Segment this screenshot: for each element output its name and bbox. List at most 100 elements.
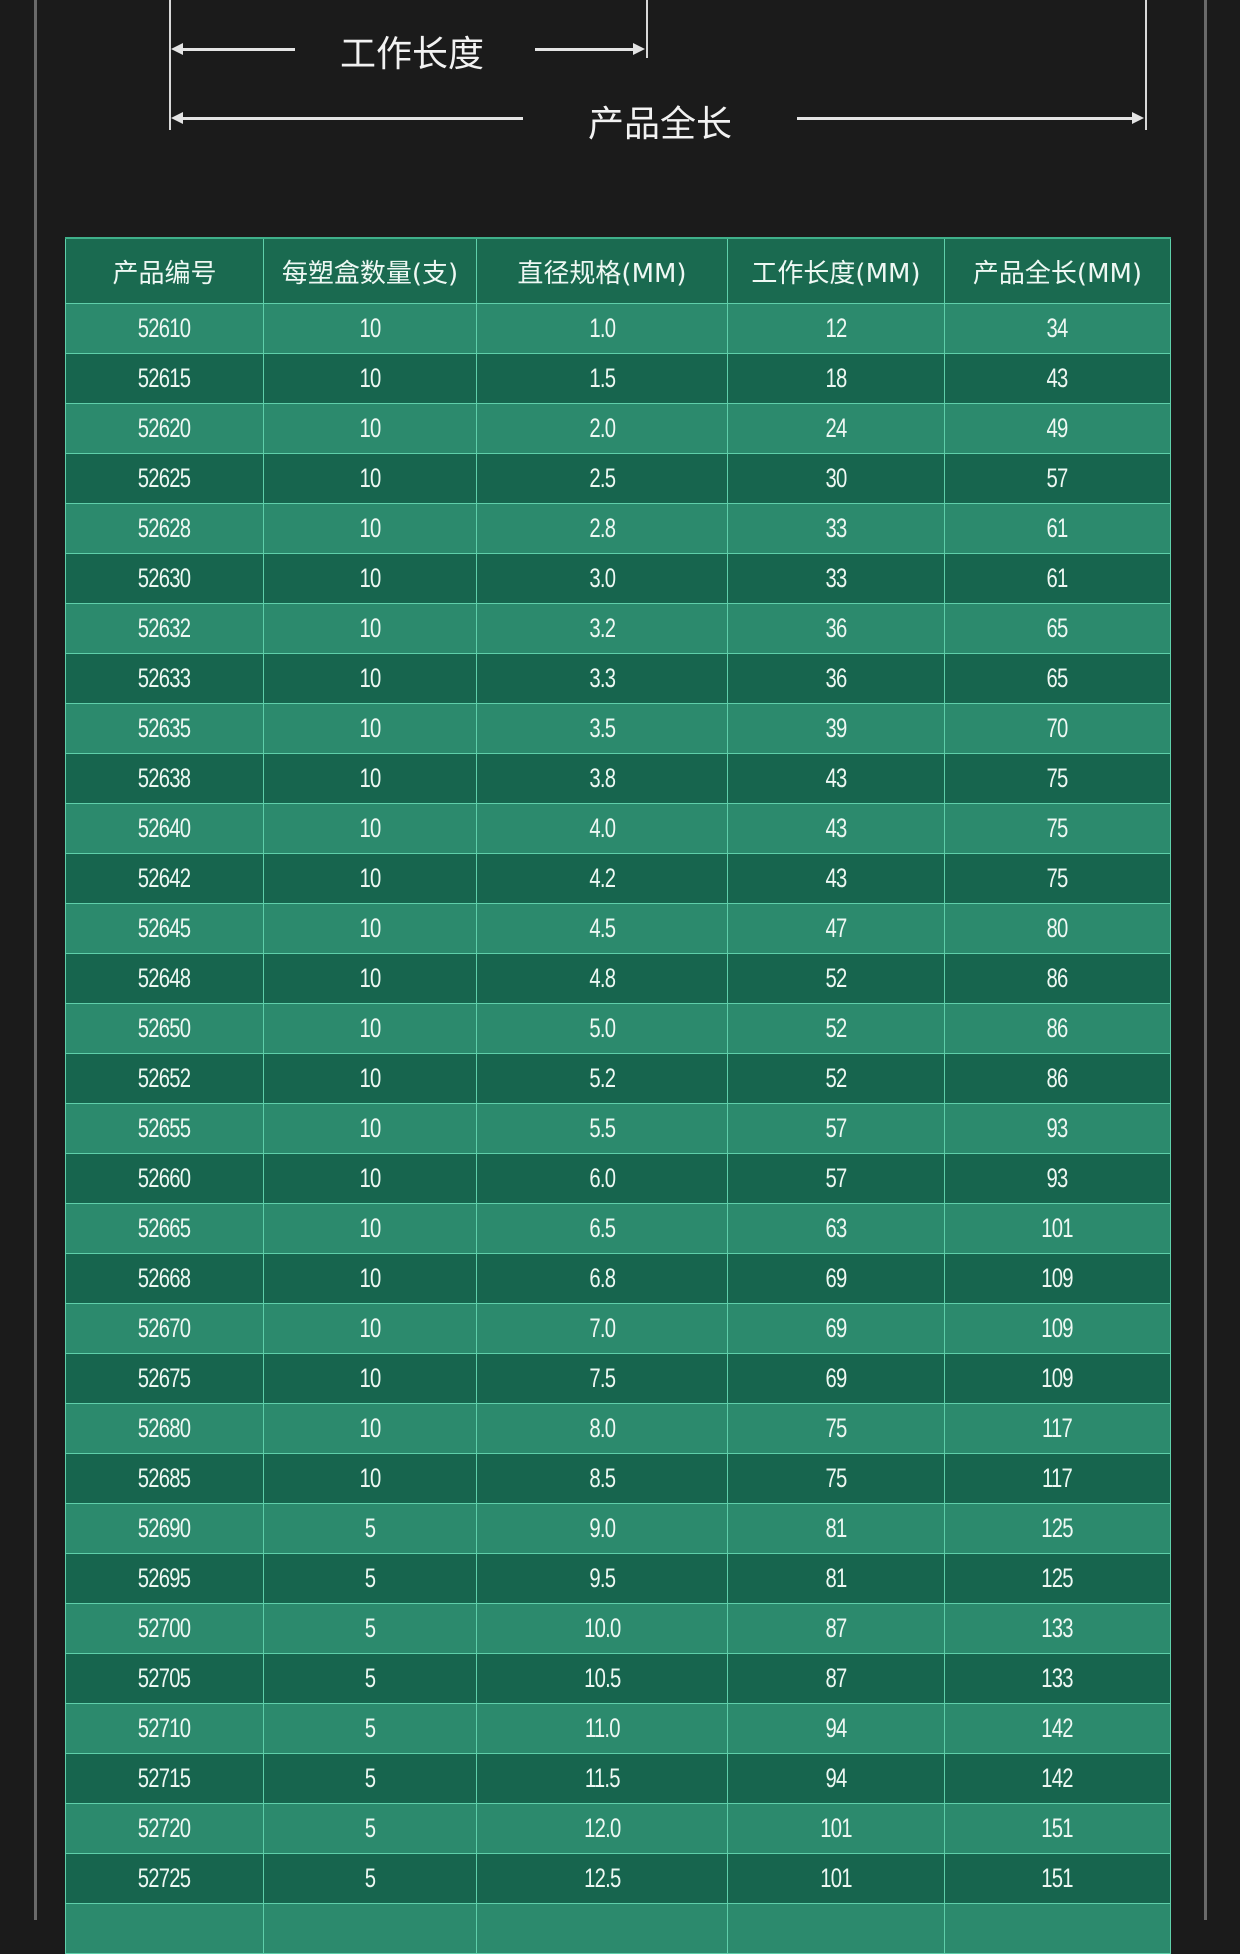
cell-value: 117	[1042, 1463, 1073, 1493]
table-row: 52668 10 6.8 69 109	[65, 1253, 1171, 1304]
table-cell: 87	[727, 1653, 945, 1704]
table-cell: 10	[263, 1453, 477, 1504]
cell-value: 10	[359, 963, 381, 993]
table-cell: 4.0	[476, 803, 728, 854]
table-row: 52645 10 4.5 47 80	[65, 903, 1171, 954]
table-cell: 86	[944, 1053, 1171, 1104]
table-cell: 6.5	[476, 1203, 728, 1254]
table-row: 52715 5 11.5 94 142	[65, 1753, 1171, 1804]
table-cell: 52628	[65, 503, 264, 554]
table-cell: 5	[263, 1603, 477, 1654]
cell-value: 52668	[138, 1263, 191, 1293]
table-cell: 52650	[65, 1003, 264, 1054]
cell-value: 10	[359, 1213, 381, 1243]
cell-value: 8.0	[589, 1413, 616, 1443]
table-cell: 52632	[65, 603, 264, 654]
cell-value: 75	[1046, 813, 1069, 843]
cell-value: 52715	[138, 1763, 191, 1793]
cell-value: 10	[359, 813, 381, 843]
cell-value: 52638	[138, 763, 191, 793]
cell-value: 94	[825, 1763, 847, 1793]
cell-value: 52610	[138, 313, 191, 343]
table-row: 52725 5 12.5 101 151	[65, 1853, 1171, 1904]
cell-value: 24	[825, 413, 847, 443]
table-cell: 10	[263, 1353, 477, 1404]
cell-value: 69	[825, 1363, 847, 1393]
table-cell: 10	[263, 1303, 477, 1354]
table-cell: 75	[727, 1403, 945, 1454]
cell-value: 10	[359, 1063, 381, 1093]
cell-value: 9.0	[589, 1513, 616, 1543]
table-cell: 10	[263, 1153, 477, 1204]
table-cell: 52620	[65, 403, 264, 454]
dimension-working-end-extension	[646, 0, 648, 58]
table-cell: 75	[944, 853, 1171, 904]
cell-value: 52	[825, 963, 847, 993]
cell-value: 4.0	[589, 813, 616, 843]
table-cell: 43	[727, 753, 945, 804]
table-cell: 75	[727, 1453, 945, 1504]
cell-value: 5	[364, 1713, 376, 1743]
table-cell: 52700	[65, 1603, 264, 1654]
table-cell: 81	[727, 1553, 945, 1604]
table-cell: 101	[727, 1803, 945, 1854]
cell-value: 52648	[138, 963, 191, 993]
table-cell: 57	[727, 1153, 945, 1204]
cell-value: 5	[364, 1813, 376, 1843]
table-cell: 151	[944, 1803, 1171, 1854]
cell-value: 34	[1046, 313, 1069, 343]
table-cell: 8.0	[476, 1403, 728, 1454]
table-cell: 52670	[65, 1303, 264, 1354]
cell-value: 4.8	[589, 963, 616, 993]
cell-value: 52725	[138, 1863, 191, 1893]
cell-value: 93	[1046, 1163, 1069, 1193]
table-row: 52615 10 1.5 18 43	[65, 353, 1171, 404]
table-cell: 43	[727, 803, 945, 854]
cell-value: 75	[825, 1463, 847, 1493]
cell-value: 133	[1041, 1613, 1074, 1643]
cell-value: 2.8	[589, 513, 616, 543]
table-header-row: 产品编号 每塑盒数量(支) 直径规格(MM) 工作长度(MM) 产品全长(MM)	[65, 237, 1171, 304]
table-cell: 10.0	[476, 1603, 728, 1654]
cell-value: 69	[825, 1313, 847, 1343]
cell-value: 10	[359, 1163, 381, 1193]
cell-value: 7.0	[589, 1313, 616, 1343]
table-cell: 12.0	[476, 1803, 728, 1854]
table-cell: 61	[944, 503, 1171, 554]
table-cell: 3.3	[476, 653, 728, 704]
table-cell: 10	[263, 303, 477, 354]
cell-value: 151	[1041, 1863, 1074, 1893]
table-cell: 5.5	[476, 1103, 728, 1154]
table-cell: 52715	[65, 1753, 264, 1804]
arrow-left-icon	[171, 43, 183, 55]
table-cell: 142	[944, 1703, 1171, 1754]
table-cell: 10.5	[476, 1653, 728, 1704]
cell-value: 5	[364, 1663, 376, 1693]
cell-value: 86	[1046, 963, 1069, 993]
table-cell: 65	[944, 603, 1171, 654]
cell-value: 3.8	[589, 763, 616, 793]
cell-value: 3.2	[589, 613, 616, 643]
cell-value: 1.5	[589, 363, 616, 393]
table-cell: 10	[263, 903, 477, 954]
cell-value: 52620	[138, 413, 191, 443]
table-row: 52705 5 10.5 87 133	[65, 1653, 1171, 1704]
cell-value: 52625	[138, 463, 191, 493]
table-cell: 125	[944, 1503, 1171, 1554]
cell-value: 49	[1046, 413, 1069, 443]
cell-value: 52660	[138, 1163, 191, 1193]
table-row: 52710 5 11.0 94 142	[65, 1703, 1171, 1754]
cell-value: 52655	[138, 1113, 191, 1143]
cell-value: 5	[364, 1613, 376, 1643]
table-cell: 52680	[65, 1403, 264, 1454]
table-cell: 3.2	[476, 603, 728, 654]
table-cell: 86	[944, 1003, 1171, 1054]
table-row: 52610 10 1.0 12 34	[65, 303, 1171, 354]
table-cell: 87	[727, 1603, 945, 1654]
table-row: 52690 5 9.0 81 125	[65, 1503, 1171, 1554]
cell-value: 87	[825, 1613, 847, 1643]
column-header: 每塑盒数量(支)	[263, 237, 477, 304]
cell-value: 33	[825, 563, 847, 593]
cell-value: 12.5	[583, 1863, 621, 1893]
cell-value: 52680	[138, 1413, 191, 1443]
